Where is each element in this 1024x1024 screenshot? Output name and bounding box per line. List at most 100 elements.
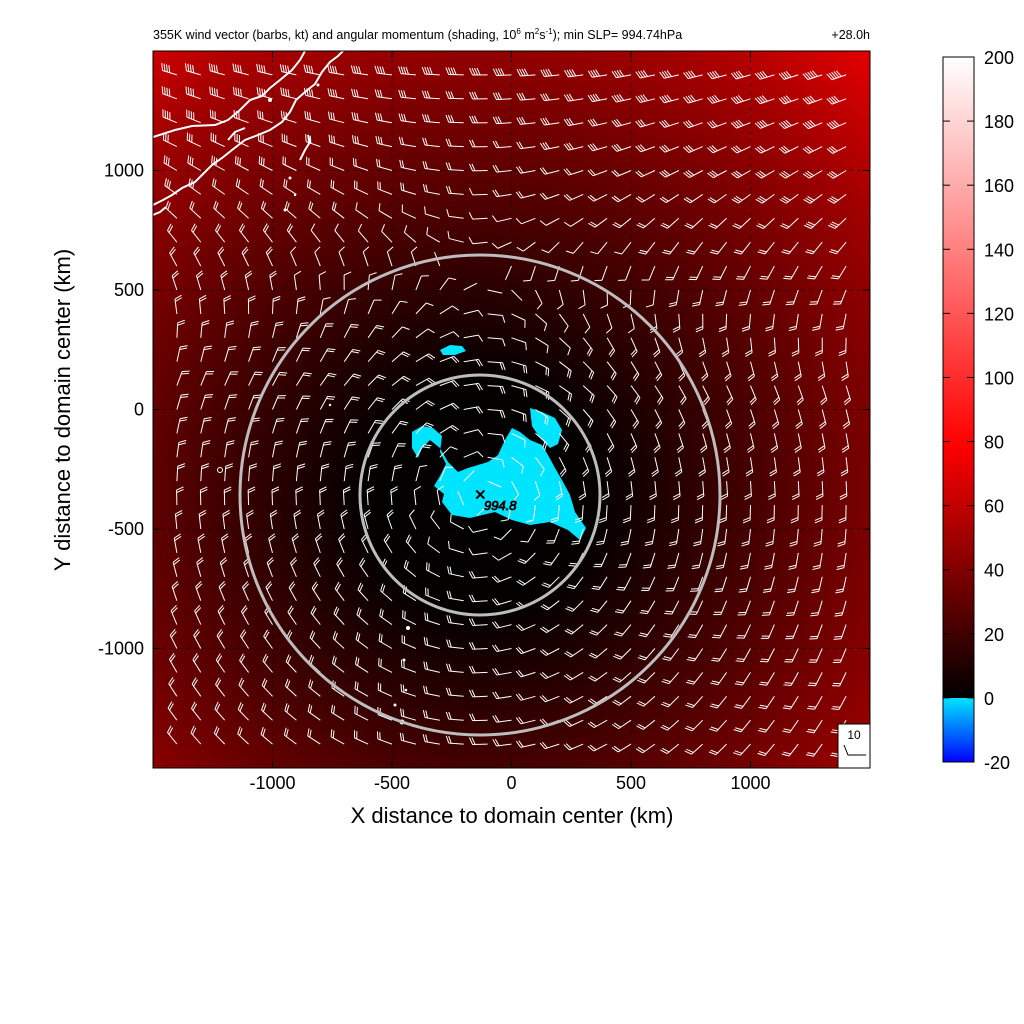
wind-barb <box>778 119 799 129</box>
wind-barb <box>176 370 190 386</box>
wind-barb <box>355 202 369 219</box>
wind-barb <box>468 689 488 698</box>
colorbar-tick-label: 20 <box>984 625 1004 645</box>
wind-barb <box>770 433 779 453</box>
wind-barb <box>272 371 288 386</box>
wind-barb <box>463 309 484 317</box>
range-ring-500km <box>358 373 602 617</box>
wind-barb <box>768 337 776 357</box>
wind-barb <box>354 656 369 673</box>
wind-barb <box>468 548 488 556</box>
wind-barb <box>269 270 277 291</box>
wind-barb <box>683 120 703 129</box>
wind-barb <box>563 69 584 78</box>
wind-barb <box>761 600 775 616</box>
wind-barb <box>295 418 309 434</box>
wind-barb <box>642 552 656 569</box>
wind-barb <box>283 727 297 745</box>
wind-barb <box>357 223 369 243</box>
wind-barb <box>841 361 849 381</box>
wind-barb <box>611 743 632 753</box>
wind-barb <box>439 355 460 364</box>
wind-barb <box>329 157 345 171</box>
wind-barb <box>319 348 336 362</box>
wind-barb <box>200 463 210 482</box>
wind-barb <box>820 385 828 406</box>
wind-barb <box>423 661 440 673</box>
wind-barb <box>449 514 464 530</box>
wind-barb <box>564 217 584 227</box>
wind-barb <box>380 583 393 602</box>
coastline <box>153 51 344 216</box>
wind-barb <box>721 337 730 358</box>
wind-barb <box>707 170 727 179</box>
wind-barb <box>715 289 728 307</box>
wind-barb <box>659 119 679 128</box>
wind-barb <box>618 552 632 568</box>
wind-barb <box>211 178 225 195</box>
wind-barb <box>770 361 779 382</box>
wind-barb <box>463 451 484 458</box>
wind-barb <box>810 600 823 617</box>
wind-barb <box>606 409 617 429</box>
colorbar-tick-label: 180 <box>984 112 1014 132</box>
wind-barb <box>563 671 584 681</box>
wind-barb <box>426 227 441 243</box>
wind-barb <box>445 162 464 171</box>
wind-barb <box>232 86 249 100</box>
wind-barb <box>224 394 238 410</box>
wind-barb <box>784 648 799 663</box>
wind-barb <box>423 636 440 649</box>
wind-barb <box>362 246 370 267</box>
wind-barb <box>164 178 178 195</box>
wind-barb <box>191 677 202 697</box>
colorbar-tick-label: 80 <box>984 433 1004 453</box>
wind-barb <box>660 217 680 229</box>
colorbar-tick-label: 0 <box>984 689 994 709</box>
wind-barb <box>378 633 393 649</box>
wind-barb <box>523 265 536 282</box>
wind-barb <box>838 505 847 524</box>
wind-barb <box>589 624 608 636</box>
wind-barb <box>605 313 613 334</box>
wind-barb <box>391 351 411 363</box>
wind-barb <box>423 685 440 697</box>
wind-barb <box>665 265 680 281</box>
wind-barb <box>683 170 703 178</box>
wind-barb <box>778 170 799 179</box>
wind-barb <box>638 241 656 255</box>
wind-barb <box>224 417 236 434</box>
wind-barb <box>721 457 730 477</box>
colorbar-tick-label: 60 <box>984 497 1004 517</box>
wind-barb <box>540 68 560 77</box>
wind-barb <box>265 246 273 267</box>
wind-barb <box>353 730 369 745</box>
wind-barb <box>313 557 321 578</box>
wind-barb <box>535 433 548 451</box>
wind-barb <box>218 581 226 601</box>
wind-barb <box>749 385 757 406</box>
wind-barb <box>319 395 336 410</box>
wind-barb <box>578 481 587 501</box>
wind-barb <box>708 217 727 229</box>
wind-barb <box>565 600 584 612</box>
wind-barb <box>606 361 617 381</box>
wind-barb <box>439 446 458 458</box>
wind-barb <box>739 552 751 570</box>
wind-barb <box>782 719 799 733</box>
wind-barb <box>327 111 345 124</box>
wind-barb <box>558 409 571 427</box>
wind-barb <box>653 337 661 358</box>
wind-barb <box>487 337 506 347</box>
wind-barb <box>755 193 775 204</box>
wind-barb <box>492 715 512 723</box>
wind-barb <box>511 337 527 351</box>
wind-barb <box>295 486 304 506</box>
wind-barb <box>684 217 704 229</box>
wind-barb <box>717 528 728 547</box>
wind-barb <box>755 170 775 179</box>
wind-barb <box>563 695 584 704</box>
wind-barb <box>515 740 536 748</box>
wind-barb <box>188 178 202 195</box>
wind-barb <box>224 320 235 338</box>
